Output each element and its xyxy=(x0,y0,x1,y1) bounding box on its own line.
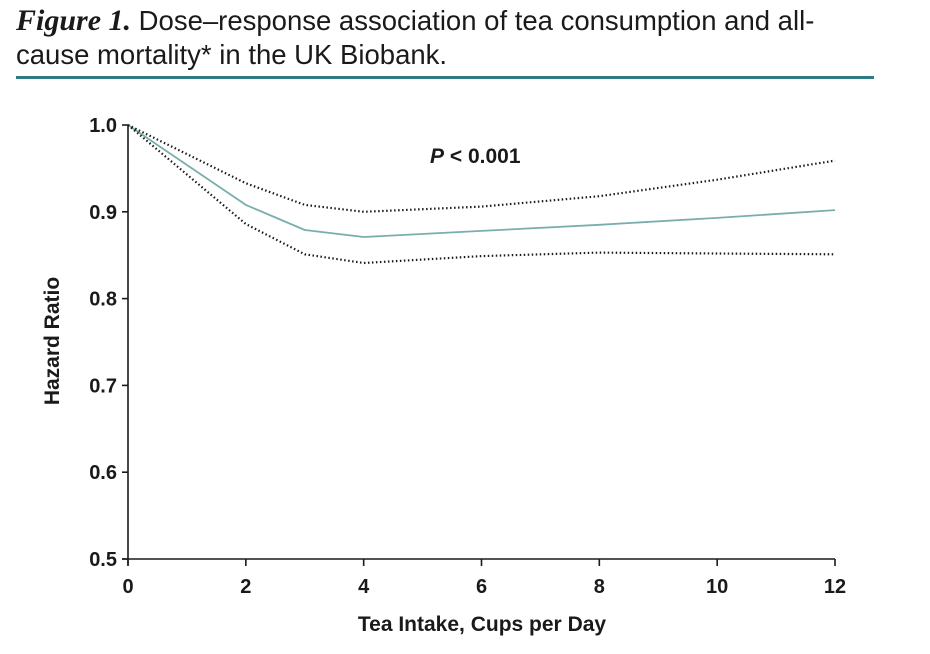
x-tick-label: 12 xyxy=(824,576,846,598)
x-tick-label: 8 xyxy=(594,576,605,598)
x-axis: 0 2 4 6 8 10 12 xyxy=(122,558,846,598)
y-axis-title: Hazard Ratio xyxy=(41,277,64,405)
y-tick-label: 0.5 xyxy=(89,549,117,571)
title-divider xyxy=(16,76,874,79)
x-axis-title: Tea Intake, Cups per Day xyxy=(358,613,607,636)
series-line-estimate xyxy=(127,124,836,238)
y-axis: 0.5 0.6 0.7 0.8 0.9 1.0 xyxy=(89,115,129,571)
x-tick-label: 10 xyxy=(706,576,728,598)
x-tick-label: 6 xyxy=(476,576,487,598)
figure-caption-text: Dose–response association of tea consump… xyxy=(16,5,815,70)
p-value-text: < 0.001 xyxy=(444,145,521,168)
y-tick-label: 0.8 xyxy=(89,289,117,311)
x-tick-label: 0 xyxy=(122,576,133,598)
x-tick-label: 4 xyxy=(358,576,370,598)
y-tick-label: 0.6 xyxy=(89,462,117,484)
figure-label: Figure 1. xyxy=(16,4,132,37)
series-line-lower xyxy=(127,124,836,265)
y-tick-label: 0.9 xyxy=(89,202,117,224)
figure-caption: Figure 1. Dose–response association of t… xyxy=(16,4,876,72)
series-line-upper xyxy=(127,124,836,213)
p-value-symbol: P xyxy=(430,145,445,168)
y-tick-label: 0.7 xyxy=(89,375,117,397)
series-group xyxy=(127,124,836,265)
x-tick-label: 2 xyxy=(240,576,251,598)
y-tick-label: 1.0 xyxy=(89,115,117,137)
p-value-annotation: P < 0.001 xyxy=(430,145,521,168)
